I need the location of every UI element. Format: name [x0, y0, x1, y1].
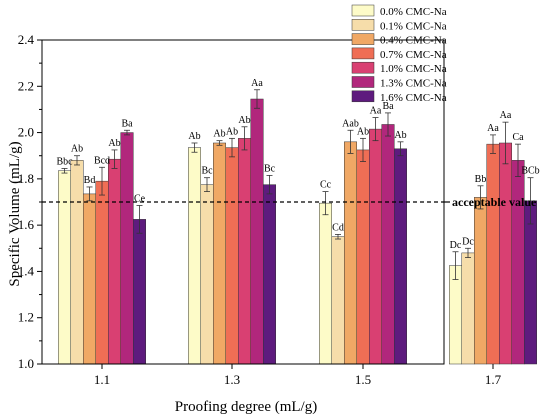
legend: 0.0% CMC-Na 0.1% CMC-Na 0.4% CMC-Na 0.7% CM… [351, 4, 447, 104]
bar [461, 252, 475, 365]
y-tick-label: 1.0 [18, 356, 34, 371]
y-axis-title: Specific Volume (mL/g) [7, 141, 23, 286]
bar [369, 128, 382, 365]
data-label: Ba [121, 118, 133, 129]
bar [319, 202, 332, 365]
x-tick-label: 1.7 [485, 372, 502, 387]
legend-label: 0.1% CMC-Na [380, 20, 447, 32]
bars-layer [58, 98, 537, 365]
y-tick-label: 1.6 [18, 217, 35, 232]
bar [263, 184, 276, 365]
bar [70, 160, 84, 365]
legend-swatch [351, 76, 375, 88]
x-axis-title: Proofing degree (mL/g) [175, 399, 317, 415]
bar [95, 180, 109, 365]
bar [486, 143, 500, 365]
reference-line-layer: acceptable value [42, 195, 537, 209]
bar [188, 147, 201, 365]
x-tick-label: 1.3 [224, 372, 240, 387]
data-label: Aa [487, 123, 499, 134]
data-label: Ab [71, 144, 83, 155]
legend-swatch [351, 19, 375, 31]
data-label: Aab [342, 118, 359, 129]
y-tick-label: 2.2 [18, 78, 34, 93]
data-label: Ca [512, 132, 524, 143]
y-tick-label: 2.0 [18, 125, 34, 140]
bar [58, 170, 71, 365]
x-tick-label: 1.5 [355, 372, 371, 387]
data-label: Ce [134, 193, 146, 204]
error-bars-layer [61, 89, 534, 280]
legend-label: 0.7% CMC-Na [380, 49, 447, 61]
bar [108, 158, 121, 365]
data-label: Cc [320, 180, 332, 191]
data-label: Ab [188, 131, 200, 142]
data-label: Aa [251, 78, 263, 89]
legend-swatch [351, 90, 375, 103]
bar [356, 149, 370, 365]
bar [213, 142, 226, 365]
legend-swatch [351, 4, 375, 17]
data-label: Ba [382, 101, 394, 112]
data-label: Ab [226, 126, 238, 137]
bar [83, 193, 96, 365]
legend-label: 0.4% CMC-Na [380, 35, 447, 47]
data-label: Bc [264, 163, 276, 174]
bar [225, 147, 239, 365]
y-tick-label: 1.4 [18, 263, 35, 278]
y-tick-label: 2.4 [18, 32, 35, 47]
legend-label: 1.6% CMC-Na [380, 92, 447, 104]
data-label: Bc [201, 166, 213, 177]
bar [250, 98, 264, 365]
data-label: Ab [357, 126, 369, 137]
bar [133, 219, 146, 365]
y-tick-label: 1.8 [18, 171, 34, 186]
data-label: Aa [370, 106, 382, 117]
data-label: Dc [462, 236, 474, 247]
legend-swatch [351, 61, 375, 74]
data-label: Ab [238, 115, 250, 126]
bar [394, 148, 407, 365]
legend-label: 1.0% CMC-Na [380, 63, 447, 75]
data-label: Bcd [94, 155, 110, 166]
data-label: Cd [332, 222, 344, 233]
bar [344, 141, 357, 365]
data-label: BCb [521, 166, 539, 177]
data-label: Dc [450, 240, 462, 251]
bar [238, 138, 251, 365]
legend-swatch [351, 47, 375, 60]
data-label: Aa [500, 110, 512, 121]
data-label: Bbc [56, 156, 73, 167]
bar [474, 197, 487, 365]
y-tick-label: 1.2 [18, 310, 34, 325]
data-label: Bd [84, 175, 96, 186]
legend-label: 0.0% CMC-Na [380, 6, 447, 18]
x-tick-label: 1.1 [94, 372, 110, 387]
data-label: Ab [213, 129, 225, 140]
acceptable-value-label: acceptable value [452, 195, 537, 209]
bar [381, 124, 395, 365]
data-label: Ab [108, 138, 120, 149]
bar [511, 160, 525, 365]
bar [200, 184, 214, 365]
legend-label: 1.3% CMC-Na [380, 78, 447, 90]
bar [524, 200, 537, 365]
legend-swatch [351, 33, 375, 45]
bar [499, 142, 512, 365]
data-label: Bb [475, 174, 487, 185]
bar [120, 132, 134, 365]
data-label: Ab [394, 130, 406, 141]
bar [331, 236, 345, 365]
bar [449, 265, 462, 365]
